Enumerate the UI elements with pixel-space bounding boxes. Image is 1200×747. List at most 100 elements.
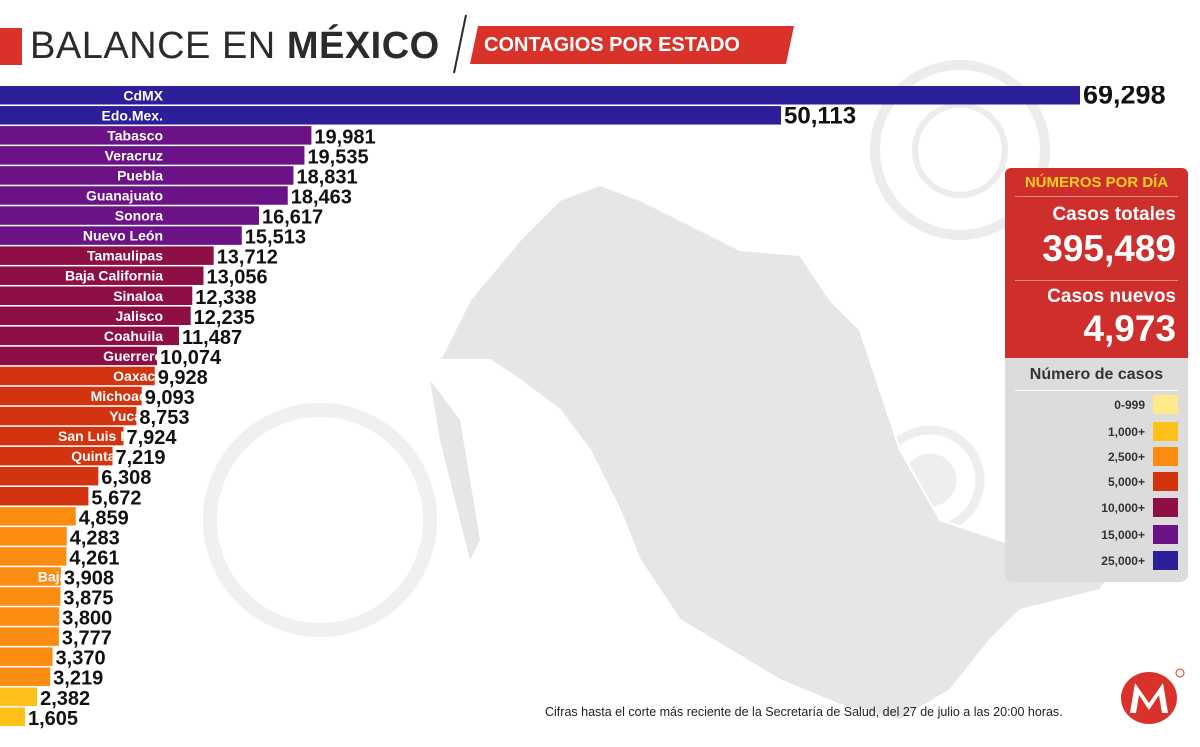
header: BALANCE EN MÉXICO CONTAGIOS POR ESTADO [0, 0, 1200, 80]
bar [0, 146, 305, 165]
bar [0, 226, 242, 245]
value-label: 50,113 [784, 102, 856, 129]
header-accent-bar [0, 28, 22, 65]
bar [0, 266, 204, 285]
category-label: Nayarit [116, 669, 164, 685]
value-label: 3,219 [53, 668, 103, 690]
value-label: 19,535 [307, 146, 368, 168]
source-footnote: Cifras hasta el corte más reciente de la… [545, 705, 1063, 719]
value-label: 15,513 [245, 227, 306, 249]
value-label: 11,487 [182, 327, 242, 349]
legend-label: 5,000+ [1107, 474, 1145, 489]
value-label: 13,712 [217, 247, 278, 269]
value-label: 4,859 [79, 507, 129, 529]
bar [0, 587, 61, 606]
category-label: Querétaro [96, 649, 163, 665]
legend-item: 1,000+ [1108, 421, 1178, 442]
category-label: Sonora [115, 208, 163, 224]
value-label: 4,261 [69, 547, 119, 569]
legend-label: 15,000+ [1101, 527, 1145, 542]
category-label: Quintana Roo [71, 448, 163, 464]
value-label: 4,283 [70, 527, 120, 549]
value-label: 9,928 [158, 367, 208, 389]
legend-swatch [1153, 422, 1178, 441]
value-label: 2,382 [40, 688, 90, 710]
category-label: Chihuahua [91, 508, 164, 524]
category-label: Baja California [65, 268, 163, 284]
bar [0, 106, 782, 125]
category-label: Chiapas [109, 488, 164, 504]
value-label: 3,370 [56, 648, 106, 670]
bar [0, 326, 180, 346]
value-label: 12,235 [194, 307, 255, 329]
value-label: 7,219 [116, 447, 166, 469]
legend-label: 0-999 [1114, 397, 1145, 412]
legend-item: 2,500+ [1108, 446, 1178, 467]
new-cases-value: 4,973 [1083, 308, 1176, 349]
divider [1015, 390, 1178, 391]
page-subtitle: CONTAGIOS POR ESTADO [484, 34, 740, 56]
bar [0, 206, 259, 225]
divider [1015, 196, 1178, 197]
bar [0, 507, 76, 526]
bar [0, 166, 294, 185]
value-label: 9,093 [145, 387, 195, 409]
category-label: San Luis Potosí [58, 428, 164, 444]
bar [0, 487, 89, 506]
value-label: 1,605 [28, 708, 78, 730]
value-label: 6,308 [101, 467, 151, 489]
value-label: 5,672 [91, 487, 141, 509]
legend-swatch [1153, 447, 1178, 466]
bar [0, 246, 214, 265]
category-label: CdMX [123, 87, 163, 103]
value-label: 3,777 [62, 628, 112, 650]
bar [0, 687, 38, 706]
value-label: 18,463 [291, 187, 352, 209]
bar [0, 346, 158, 366]
legend-item: 5,000+ [1108, 471, 1178, 492]
category-label: Puebla [117, 167, 163, 183]
legend-swatch [1153, 498, 1178, 517]
bar [0, 86, 1080, 105]
panel-title: NÚMEROS POR DÍA [1024, 174, 1169, 191]
category-label: Oaxaca [113, 368, 163, 384]
category-label: Aguascalientes [60, 629, 163, 645]
legend-label: 10,000+ [1101, 500, 1145, 515]
category-label: Coahuila [104, 328, 163, 344]
bar [0, 286, 193, 305]
category-label: Guerrero [103, 348, 163, 364]
title-bold: MÉXICO [286, 25, 440, 67]
panel-red-section [1005, 168, 1188, 358]
bar [0, 126, 312, 145]
legend-item: 0-999 [1114, 394, 1178, 415]
value-label: 3,908 [64, 567, 114, 589]
total-cases-value: 395,489 [1042, 228, 1176, 269]
category-label: Colima [116, 709, 163, 725]
value-label: 19,981 [314, 126, 375, 148]
category-label: Nuevo León [83, 228, 163, 244]
panel-legend-section [1005, 358, 1188, 582]
category-label: Guanajuato [86, 188, 163, 204]
value-label: 8,753 [139, 407, 189, 429]
value-label: 3,875 [63, 588, 113, 610]
bar [0, 466, 99, 486]
category-label: Morelos [109, 589, 163, 605]
category-label: Veracruz [105, 147, 163, 163]
legend-item: 10,000+ [1101, 497, 1178, 518]
category-label: Hidalgo [112, 468, 163, 484]
bar [0, 707, 26, 727]
category-label: Tlaxcala [108, 528, 163, 544]
category-label: Durango [105, 609, 163, 625]
bar [0, 186, 288, 205]
bar [0, 607, 60, 626]
bar [0, 446, 113, 466]
bar [0, 647, 53, 666]
virus-icon [203, 403, 437, 637]
value-label: 69,298 [1083, 86, 1166, 109]
value-label: 16,617 [262, 207, 323, 229]
subtitle-background [470, 26, 794, 64]
virus-icon [870, 60, 1050, 240]
bar [0, 426, 124, 446]
total-cases-label: Casos totales [1052, 204, 1176, 225]
bar-chart: CdMX 69,298 Edo.Mex. 50,113 Tabasco 19,981 Ver… [0, 86, 1166, 730]
